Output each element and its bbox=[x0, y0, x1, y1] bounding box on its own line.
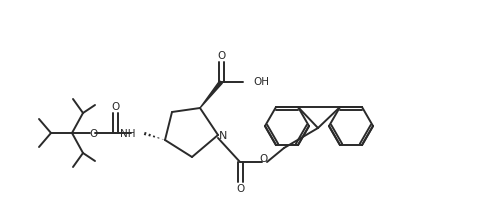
Text: OH: OH bbox=[253, 77, 269, 87]
Text: O: O bbox=[260, 154, 268, 164]
Text: O: O bbox=[217, 51, 225, 61]
Text: NH: NH bbox=[119, 129, 135, 139]
Polygon shape bbox=[200, 81, 223, 108]
Text: O: O bbox=[111, 102, 119, 112]
Text: N: N bbox=[219, 131, 227, 141]
Text: O: O bbox=[236, 184, 244, 194]
Text: O: O bbox=[89, 129, 97, 139]
